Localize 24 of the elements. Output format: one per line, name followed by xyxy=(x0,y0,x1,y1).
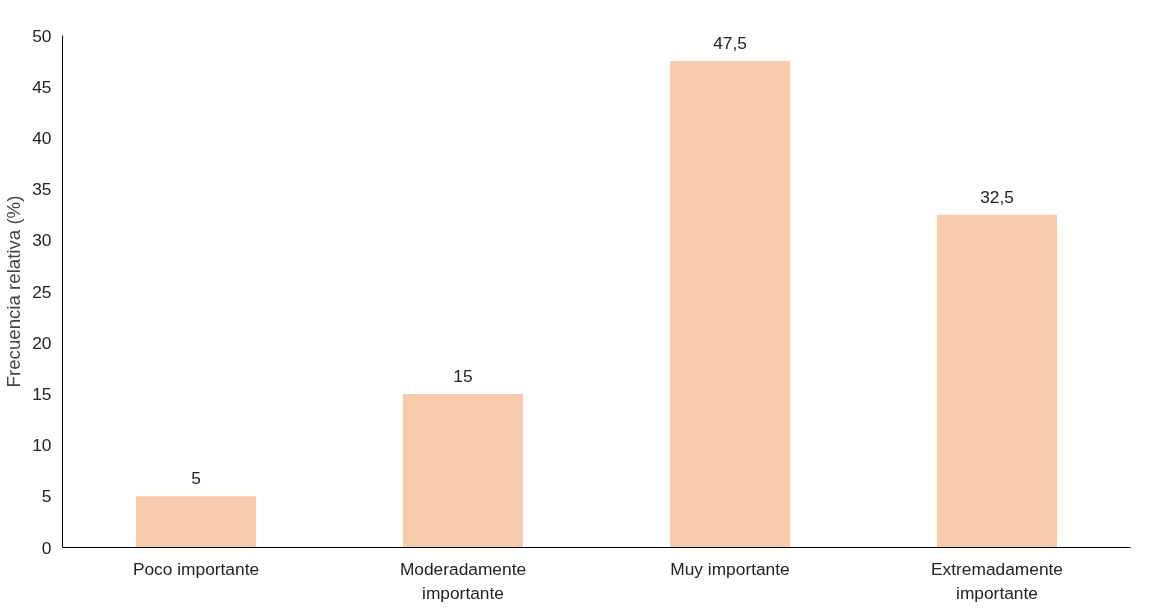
data-label: 5 xyxy=(191,468,201,489)
data-label: 15 xyxy=(453,365,473,386)
bar xyxy=(402,393,524,548)
bar xyxy=(135,496,257,548)
y-tick-label: 25 xyxy=(32,281,52,302)
y-tick-label: 30 xyxy=(32,230,52,251)
y-tick-label: 10 xyxy=(32,435,52,456)
y-tick-label: 0 xyxy=(41,537,52,558)
y-tick-label: 20 xyxy=(32,332,52,353)
data-label: 32,5 xyxy=(980,186,1014,207)
y-tick-label: 40 xyxy=(32,127,52,148)
y-tick-label: 50 xyxy=(32,25,52,46)
bar xyxy=(936,214,1058,548)
y-tick-label: 35 xyxy=(32,179,52,200)
x-tick-label: Muy importante xyxy=(670,558,790,579)
data-label: 47,5 xyxy=(713,33,747,54)
y-tick-label: 15 xyxy=(32,383,52,404)
y-tick-label: 5 xyxy=(41,486,52,507)
x-tick-label: Moderadamente importante xyxy=(399,558,527,603)
y-axis-title: Frecuencia relativa (%) xyxy=(3,195,25,388)
y-tick-label: 45 xyxy=(32,76,52,97)
x-tick-label: Poco importante xyxy=(132,558,260,579)
x-tick-label: Extremadamente importante xyxy=(931,558,1063,603)
bar xyxy=(669,61,791,548)
